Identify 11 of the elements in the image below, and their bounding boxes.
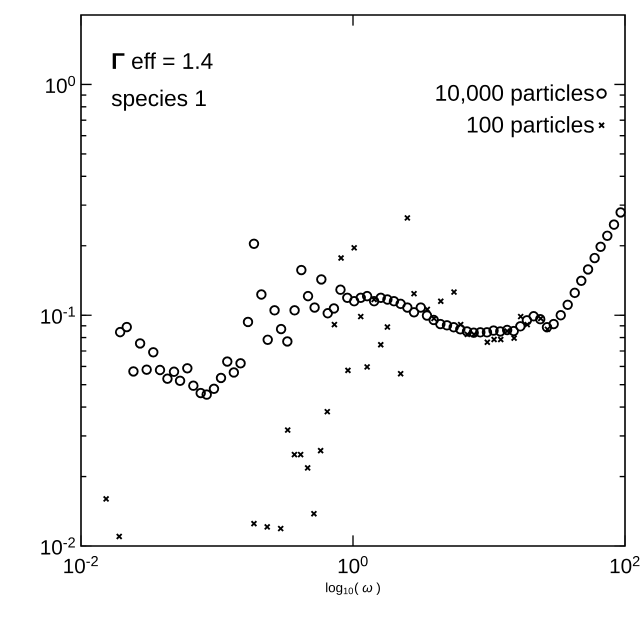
- y-tick-label: 10$^{-2}$: [41, 537, 75, 555]
- legend-label: 10,000 particles: [436, 84, 594, 106]
- x-tick-label: 10$^{2}$: [610, 556, 640, 574]
- x-tick-label: 10$^{0}$: [338, 556, 368, 574]
- annotation: Γ eff = 1.4: [112, 52, 213, 70]
- y-tick-label: 10$^{-1}$: [41, 306, 75, 324]
- legend-label: 100 particles: [468, 116, 594, 138]
- y-tick-label: 10$^{0}$: [46, 76, 76, 94]
- x-axis-title: log$_{10}$( ω ): [326, 582, 380, 595]
- annotation: species 1: [112, 90, 206, 111]
- x-tick-label: 10$^{-2}$: [64, 556, 98, 574]
